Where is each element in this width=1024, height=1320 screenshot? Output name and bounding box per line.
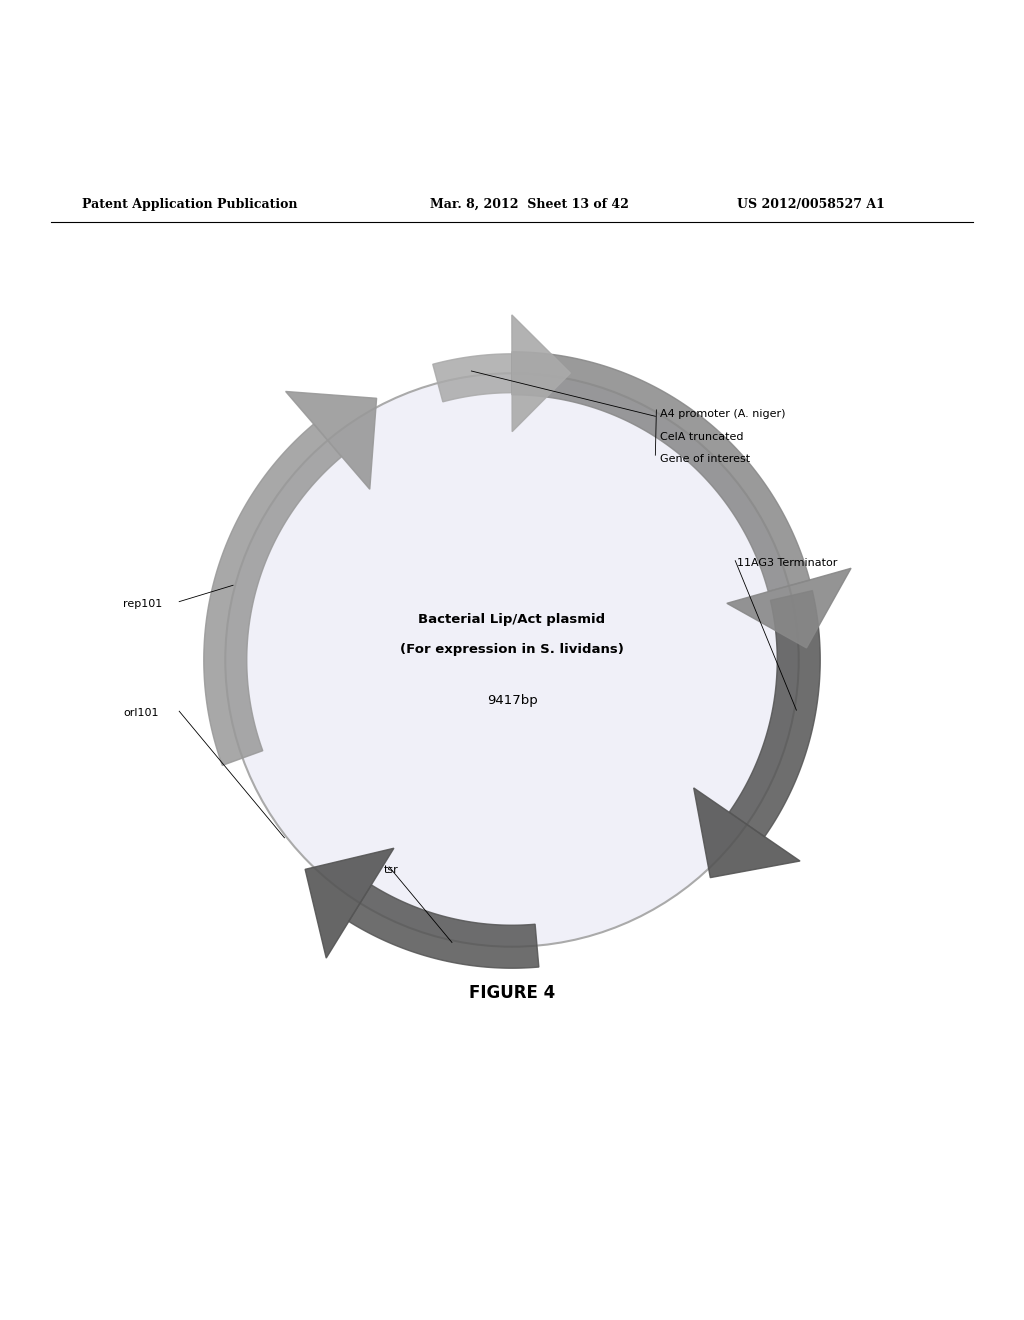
Text: tsr: tsr — [384, 865, 398, 875]
Text: Bacterial Lip/Act plasmid: Bacterial Lip/Act plasmid — [419, 612, 605, 626]
Text: 9417bp: 9417bp — [486, 694, 538, 708]
Text: (For expression in S. lividans): (For expression in S. lividans) — [400, 643, 624, 656]
Text: Mar. 8, 2012  Sheet 13 of 42: Mar. 8, 2012 Sheet 13 of 42 — [430, 198, 629, 211]
Polygon shape — [693, 788, 800, 878]
Text: Gene of interest: Gene of interest — [660, 454, 751, 465]
Polygon shape — [305, 849, 394, 958]
Polygon shape — [286, 392, 377, 490]
Text: CelA truncated: CelA truncated — [660, 432, 744, 442]
Polygon shape — [512, 351, 810, 591]
Text: FIGURE 4: FIGURE 4 — [469, 983, 555, 1002]
Text: orl101: orl101 — [123, 709, 159, 718]
Polygon shape — [204, 424, 342, 766]
Polygon shape — [433, 354, 512, 401]
Polygon shape — [729, 590, 820, 837]
Text: 11AG3 Terminator: 11AG3 Terminator — [737, 558, 838, 568]
Polygon shape — [348, 884, 539, 969]
Polygon shape — [727, 569, 851, 648]
Text: Patent Application Publication: Patent Application Publication — [82, 198, 297, 211]
Polygon shape — [512, 315, 570, 432]
Text: A4 promoter (A. niger): A4 promoter (A. niger) — [660, 409, 786, 420]
Circle shape — [225, 374, 799, 946]
Text: US 2012/0058527 A1: US 2012/0058527 A1 — [737, 198, 885, 211]
Text: rep101: rep101 — [123, 599, 162, 609]
